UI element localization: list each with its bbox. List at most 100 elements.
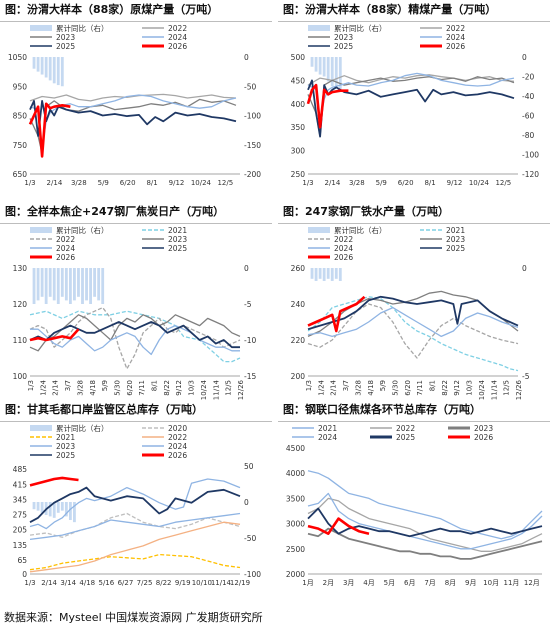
series-line-2024 <box>29 94 237 149</box>
bar-mark <box>97 268 101 301</box>
bar-mark <box>314 268 318 281</box>
bar-mark <box>56 502 60 513</box>
bar-mark <box>36 268 40 301</box>
x-tick-label: 7/11 <box>416 380 424 396</box>
x-tick-label: 8/1 <box>424 179 435 187</box>
legend: 2021 2022 2023 2024 2025 2026 <box>292 424 493 442</box>
series-line-2021 <box>29 310 241 363</box>
chart-svg: 累计同比（右） 2021 2022 2023 2024 2025 2026 100 110 120… <box>13 225 257 400</box>
series-line-2020 <box>29 512 241 538</box>
legend-label: 累计同比（右） <box>334 23 387 33</box>
y-tick-label: 750 <box>13 141 28 150</box>
x-tick-label: 12/5 <box>217 179 233 187</box>
y-right-tick-label: 0 <box>522 264 527 273</box>
x-tick-label: 1/3 <box>302 179 313 187</box>
legend-label: 2024 <box>334 244 353 253</box>
bar-mark <box>93 268 97 297</box>
series-line-2023 <box>307 527 543 560</box>
legend-label: 2024 <box>318 433 337 442</box>
bar-mark <box>68 268 72 304</box>
x-tick-label: 3/28 <box>354 380 362 396</box>
x-tick-label: 6月 <box>404 579 415 587</box>
legend-label: 2021 <box>168 226 187 235</box>
bar-mark <box>314 57 318 72</box>
x-tick-label: 4月 <box>363 579 374 587</box>
x-tick-label: 3/7 <box>342 380 350 391</box>
y-tick-label: 4500 <box>286 444 305 453</box>
series-line-2025 <box>307 79 515 138</box>
bar-mark <box>48 502 52 517</box>
y-tick-label: 65 <box>17 556 27 565</box>
x-tick-label: 4/18 <box>89 380 97 396</box>
y-tick-label: 260 <box>291 264 306 273</box>
x-tick-label: 2/14 <box>52 379 60 395</box>
series-line-2026 <box>307 517 370 535</box>
legend-label: 累计同比（右） <box>334 225 387 235</box>
x-tick-label: 2/14 <box>325 179 341 187</box>
y-tick-label: 110 <box>13 336 28 345</box>
y-tick-label: 130 <box>13 264 28 273</box>
legend-label: 2023 <box>474 424 493 433</box>
chart-panel-p4: 图：247家钢厂铁水产量（万吨） 累计同比（右） 2021 2022 2023 2024 2… <box>278 202 550 409</box>
y-tick-label: 300 <box>291 147 306 156</box>
x-tick-label: 8/22 <box>156 579 172 587</box>
legend: 累计同比（右） 2020 2021 2022 2023 2024 2025 2026 <box>30 423 187 460</box>
y-right-tick-label: 0 <box>244 264 249 273</box>
title-divider <box>0 21 272 22</box>
x-tick-label: 8/1 <box>151 380 159 391</box>
legend-label: 2025 <box>56 42 75 51</box>
y-tick-label: 345 <box>13 495 28 504</box>
chart-svg: 2021 2022 2023 2024 2025 2026 2000 2500 3000 3500… <box>286 424 543 587</box>
bar-mark <box>44 268 48 304</box>
x-tick-label: 6/20 <box>398 179 414 187</box>
y-right-tick-label: -80 <box>522 131 534 140</box>
series-line-2024 <box>307 306 519 338</box>
series-line-2026 <box>28 102 71 158</box>
y-tick-label: 850 <box>13 112 28 121</box>
bar-mark <box>318 268 322 279</box>
bar-mark <box>330 57 334 87</box>
legend-label: 2021 <box>56 433 75 442</box>
y-right-tick-label: -50 <box>244 534 256 543</box>
x-tick-label: 1/24 <box>317 379 325 395</box>
legend-label: 2023 <box>446 235 465 244</box>
y-right-tick-label: -15 <box>244 372 256 381</box>
chart-svg: 累计同比（右） 2021 2022 2023 2024 2025 2026 200 220 240… <box>291 225 530 400</box>
legend-label: 2026 <box>168 42 187 51</box>
bar-mark <box>52 268 56 301</box>
bar-mark <box>77 268 80 297</box>
y-tick-label: 485 <box>13 465 28 474</box>
x-tick-label: 10/24 <box>200 379 208 400</box>
x-tick-label: 5/30 <box>113 380 121 396</box>
bar-mark <box>334 57 338 89</box>
title-divider <box>278 421 550 422</box>
x-tick-label: 1/3 <box>27 380 35 391</box>
legend-label: 2022 <box>334 235 353 244</box>
series-line-2026 <box>29 328 80 342</box>
x-tick-label: 2/14 <box>330 379 338 395</box>
x-tick-label: 10/3 <box>466 380 474 396</box>
title-divider <box>278 21 550 22</box>
y-tick-label: 120 <box>13 300 28 309</box>
y-tick-label: 4000 <box>286 469 305 478</box>
y-tick-label: 0 <box>22 570 27 579</box>
x-tick-label: 6/27 <box>118 579 134 587</box>
series-line-2023 <box>307 76 515 138</box>
x-tick-label: 10月 <box>483 579 499 587</box>
bar-mark <box>326 268 330 279</box>
legend-label: 2023 <box>56 442 75 451</box>
y-tick-label: 500 <box>291 53 306 62</box>
series-line-2026 <box>306 83 349 129</box>
x-tick-label: 3/28 <box>349 179 365 187</box>
y-tick-label: 3500 <box>286 494 305 503</box>
x-tick-label: 8/22 <box>163 380 171 396</box>
x-tick-label: 3/7 <box>64 380 72 391</box>
y-tick-label: 2000 <box>286 570 305 579</box>
x-tick-label: 2月 <box>323 579 334 587</box>
x-tick-label: 1月 <box>302 579 313 587</box>
legend-label: 2025 <box>56 451 75 460</box>
x-tick-label: 9/12 <box>169 179 185 187</box>
x-tick-label: 1/3 <box>24 179 35 187</box>
legend-label: 2021 <box>446 226 465 235</box>
bar-mark <box>73 268 76 301</box>
